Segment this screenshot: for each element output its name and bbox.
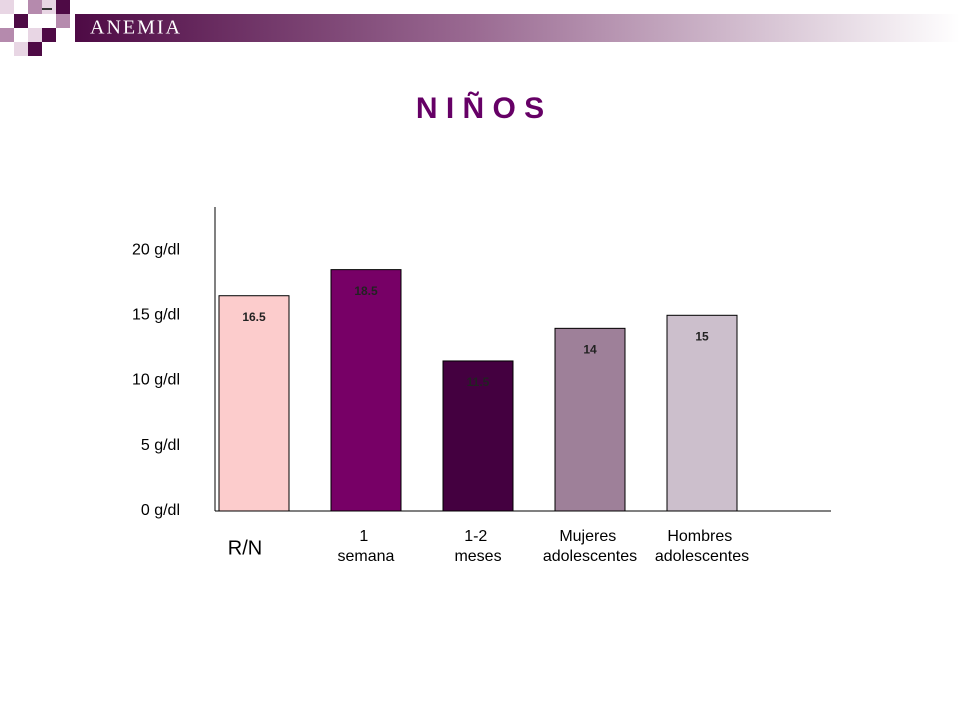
x-tick-label: Mujeres adolescentes [543,528,637,565]
value-label: 11.5 [467,375,490,389]
value-label: 18.5 [354,284,378,298]
y-tick-label: 5 g/dl [141,437,180,454]
value-label: 16.5 [242,310,266,324]
bar [554,327,626,512]
y-tick-label: 10 g/dl [132,372,180,389]
chart-title: N I Ñ O S [416,91,544,125]
x-tick-label: 1-2 meses [454,528,501,565]
x-tick-label: Hombres adolescentes [655,528,749,565]
value-label: 14 [583,343,597,357]
y-tick-label: 20 g/dl [132,241,180,258]
value-label: 15 [695,329,709,343]
y-tick-label: 0 g/dl [141,502,180,519]
bar [330,269,402,512]
header-title: ANEMIA [90,17,182,39]
bar [666,314,738,512]
header-decoration [0,0,960,56]
bar [218,295,290,512]
bar [442,360,514,512]
y-tick-label: 15 g/dl [132,307,180,324]
x-tick-label: 1 semana [338,528,395,565]
x-tick-label: R/N [228,537,262,559]
